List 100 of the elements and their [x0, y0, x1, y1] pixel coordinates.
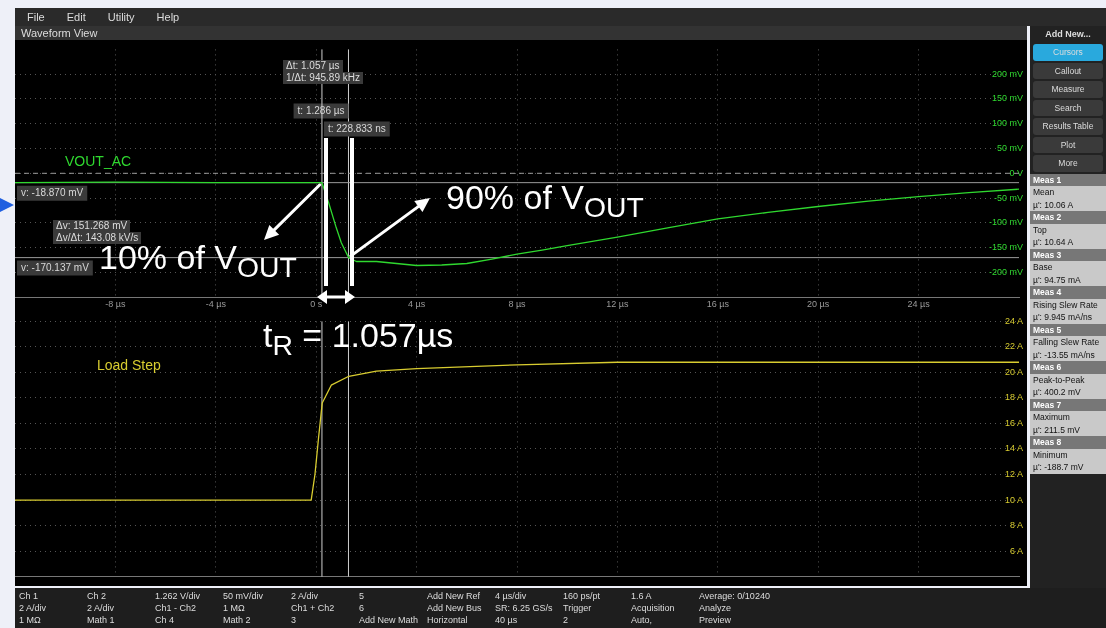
y-tick-label: -100 mV [988, 217, 1023, 228]
text: Ch 4 [155, 614, 175, 626]
text: Add New Bus [427, 602, 483, 614]
y-tick-label: 200 mV [991, 68, 1023, 79]
text: µ': 211.5 mV [1030, 423, 1106, 436]
x-tick-label: 20 µs [807, 299, 830, 310]
x-tick-label: 24 µs [907, 299, 931, 310]
text: µ': -13.55 mA/ns [1030, 348, 1106, 361]
text: Search [1033, 99, 1103, 116]
text: Base [1030, 261, 1106, 274]
text: 2 A/div [291, 590, 320, 602]
text: Top [1030, 223, 1106, 236]
text: Trigger [563, 602, 593, 614]
text: 50 mV/div [223, 590, 265, 602]
y-tick-label: 12 A [1004, 469, 1023, 479]
text: 1.262 V/div [155, 590, 202, 602]
text: Add New Ref [427, 590, 482, 602]
text: Measure [1033, 81, 1103, 98]
text: Minimum [1030, 448, 1106, 461]
text: Results Table [1033, 118, 1103, 135]
text: 40 µs [495, 614, 519, 626]
ref-line-label: t: 1.286 µs [297, 105, 345, 117]
x-tick-label: -8 µs [105, 299, 126, 310]
annotation: 90% of V$_{OUT}$ [446, 178, 644, 223]
text: 1 MΩ [19, 614, 42, 626]
text: 5 [359, 590, 365, 602]
y-tick-label: -50 mV [993, 192, 1023, 203]
x-tick-label: 12 µs [606, 299, 629, 310]
text: Analyze [699, 602, 733, 614]
text: Math 1 [87, 614, 116, 626]
x-tick-label: 8 µs [508, 299, 527, 310]
x-tick-label: 0 s [310, 299, 323, 310]
y-tick-label: 6 A [1009, 545, 1023, 556]
text: µ': 10.64 A [1030, 236, 1106, 249]
text: 1.6 A [631, 590, 653, 602]
y-tick-label: 150 mV [991, 93, 1023, 104]
text: Utility [107, 11, 135, 23]
text: 4 µs/div [495, 590, 528, 602]
text: Meas 4 [1030, 286, 1106, 299]
series-label: VOUT_AC [65, 153, 132, 170]
x-tick-label: 4 µs [408, 299, 426, 310]
text: Acquisition [631, 602, 676, 614]
text: Meas 1 [1030, 173, 1106, 186]
y-tick-label: 100 mV [991, 118, 1023, 129]
text: Maximum [1030, 411, 1106, 424]
text: Meas 3 [1030, 248, 1106, 261]
text: Plot [1033, 136, 1103, 153]
text: Edit [66, 11, 86, 23]
text: 160 ps/pt [563, 590, 602, 602]
text: Meas 7 [1030, 398, 1106, 411]
text: Ch 1 [19, 590, 39, 602]
text: µ': 10.06 A [1030, 198, 1106, 211]
y-tick-label: 8 A [1009, 520, 1023, 531]
y-tick-label: 16 A [1004, 417, 1023, 428]
text: SR: 6.25 GS/s [495, 602, 554, 614]
text: Meas 8 [1030, 436, 1106, 449]
text: 2 [563, 614, 569, 626]
text: Meas 2 [1030, 211, 1106, 224]
ref-line-label: v: -18.870 mV [21, 187, 84, 199]
x-tick-label: -4 µs [205, 299, 227, 310]
text: Horizontal [427, 614, 469, 626]
text: 3 [291, 614, 297, 626]
text: Meas 6 [1030, 361, 1106, 374]
y-tick-label: 24 A [1004, 315, 1023, 326]
y-tick-label: -200 mV [988, 266, 1023, 277]
text: Ch 2 [87, 590, 107, 602]
ref-line-label: v: -170.137 mV [21, 262, 90, 274]
text: Math 2 [223, 614, 252, 626]
y-tick-label: 10 A [1004, 494, 1023, 505]
text: µ': 400.2 mV [1030, 386, 1106, 399]
text: Callout [1033, 62, 1103, 79]
y-tick-label: 18 A [1004, 392, 1023, 403]
annotation: 1/Δt: 945.89 kHz [283, 72, 363, 84]
text: 2 A/div [87, 602, 116, 614]
text: Help [156, 11, 180, 23]
text: 2 A/div [19, 602, 48, 614]
text: Ch1 + Ch2 [291, 602, 336, 614]
annotation: Δt: 1.057 µs [283, 60, 343, 72]
y-tick-label: 0 V [1009, 167, 1023, 178]
text: Load Step [97, 357, 162, 374]
text: µ': -188.7 mV [1030, 461, 1106, 474]
y-tick-label: 22 A [1004, 341, 1023, 352]
text: Cursors [1033, 44, 1103, 61]
text: Ch1 - Ch2 [155, 602, 198, 614]
text: Average: 0/10240 [699, 590, 770, 602]
text: µ': 9.945 mA/ns [1030, 311, 1106, 324]
annotation: Δv: 151.268 mV [53, 220, 131, 232]
text: Falling Slew Rate [1030, 336, 1106, 349]
y-tick-label: 20 A [1004, 366, 1023, 377]
text: Preview [699, 614, 732, 626]
text: File [27, 11, 45, 23]
ref-line-label: t: 228.833 ns [327, 123, 386, 135]
text: Rising Slew Rate [1030, 298, 1106, 311]
y-tick-label: 14 A [1004, 443, 1023, 454]
text: Mean [1030, 186, 1106, 199]
y-tick-label: -150 mV [988, 242, 1023, 253]
text: µ': 94.75 mA [1030, 273, 1106, 286]
text: 6 [359, 602, 365, 614]
text: Add New... [1044, 28, 1092, 41]
x-tick-label: 16 µs [706, 299, 730, 310]
